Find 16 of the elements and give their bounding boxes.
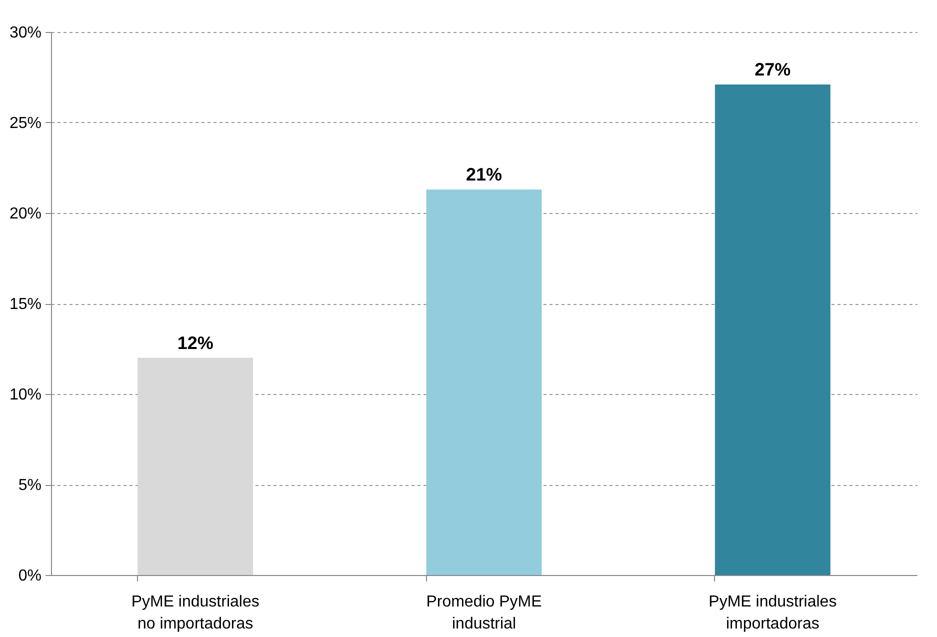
y-tick-label: 25% <box>9 115 42 132</box>
y-tick-label: 0% <box>18 568 42 584</box>
y-tick-label: 10% <box>9 386 42 404</box>
y-tick-label: 15% <box>9 296 42 313</box>
bar <box>426 189 542 575</box>
bar <box>138 358 254 575</box>
y-tick-label: 20% <box>9 206 42 222</box>
x-tick-label: PyME industriales no importadoras <box>131 594 260 632</box>
y-tick-label: 5% <box>18 477 42 494</box>
x-tick-label: Promedio PyME industrial <box>426 594 542 632</box>
data-label: 21% <box>466 164 502 184</box>
data-label: 27% <box>754 59 791 80</box>
y-tick-label: 30% <box>9 24 42 42</box>
x-tick-label: PyME industriales importadoras <box>708 594 837 632</box>
data-label: 12% <box>177 332 214 353</box>
bar <box>714 84 830 575</box>
